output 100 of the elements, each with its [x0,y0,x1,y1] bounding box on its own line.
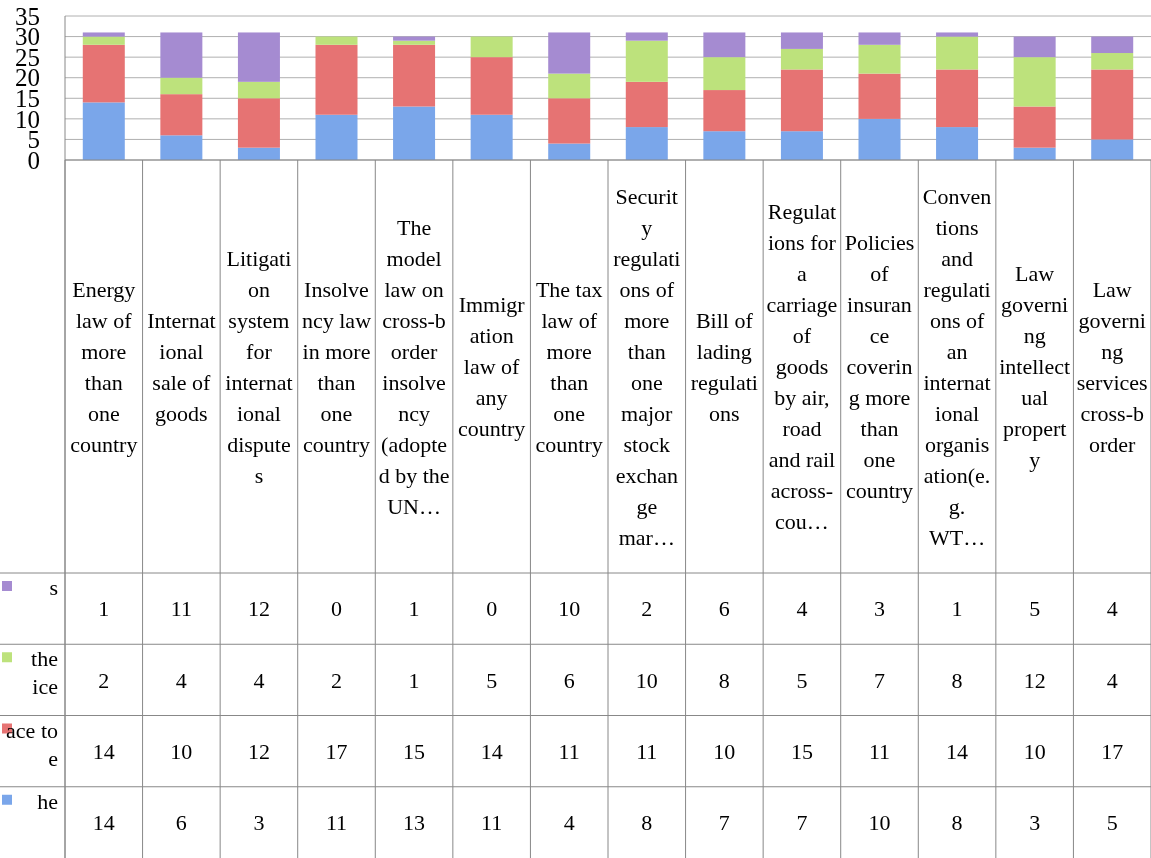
bar [703,90,746,132]
data-label: 7 [718,810,730,836]
x-tick-label: Litigation system for international disputes [225,245,293,488]
data-label: 11 [325,810,348,836]
x-tick-label: Bill of lading regulations [690,307,758,426]
bar [936,36,979,70]
legend-label: the ice [31,646,58,700]
bar [315,114,358,160]
data-label: 2 [331,667,342,693]
x-tick-label: Law governing intellectual property [999,261,1071,473]
data-label: 15 [790,738,813,764]
bar [703,131,746,160]
bar [780,32,823,49]
data-label: 10 [635,667,658,693]
x-tick-label: International sale of goods [147,307,216,426]
data-label: 4 [563,810,575,836]
data-label: 11 [481,810,503,836]
data-label: 10 [558,596,581,622]
data-label: 5 [1029,596,1041,622]
category-label: The model law on cross-border insolvency (adopted by the UN… [378,214,450,519]
bar [858,44,901,74]
data-label: 8 [951,810,963,836]
bar [780,48,823,70]
data-label: 1 [408,667,420,693]
bar [82,44,125,103]
data-label: 12 [247,738,270,764]
bar [703,32,746,58]
bar [160,77,203,95]
bar [548,98,591,144]
data-label: 4 [1106,667,1118,693]
bar [393,44,436,107]
data-label: 1 [951,596,963,622]
data-label: 10 [713,738,736,764]
data-label: 10 [868,810,891,836]
bar [470,36,513,58]
category-label: Policies of insurance covering more than one country [844,230,915,504]
bar [160,32,203,78]
bar [548,73,591,99]
bar [858,118,901,160]
bar [936,32,979,37]
category-label: Conventions and regulations of an international organisation(e.g. WT… [922,183,992,550]
category-label: Regulations for a carriage of goods by air, road and rail across-cou… [766,199,838,535]
data-label: 7 [874,667,885,693]
bar [160,94,203,136]
data-label: 1 [408,596,420,622]
data-label: 0 [486,596,498,622]
bar [1013,106,1056,148]
bar [1091,36,1134,54]
data-label: 2 [98,667,110,693]
data-label: 8 [718,667,730,693]
category-label: Security regulations of more than one major stock exchange mar… [613,183,681,550]
data-label: 5 [1106,810,1118,836]
data-label: 15 [403,738,426,764]
bar [315,36,358,45]
data-label: 6 [175,810,187,836]
data-label: 5 [796,667,808,693]
data-label: 14 [92,810,115,836]
bar [625,81,668,128]
data-label: 6 [563,667,575,693]
bar [625,40,668,82]
data-label: 17 [325,738,348,764]
data-label: 4 [1106,596,1118,622]
data-label: 4 [175,667,187,693]
bar [858,73,901,119]
data-label: 5 [486,667,498,693]
data-label: 6 [718,596,730,622]
bar [237,32,280,82]
data-label: 10 [170,738,193,764]
data-label: 14 [480,738,503,764]
data-label: 11 [170,596,192,622]
x-tick-label: Law governing services cross-border [1076,276,1148,457]
bar [315,44,358,115]
bar [703,57,746,91]
bar [160,135,203,160]
bar [1091,53,1134,70]
bar [858,32,901,45]
data-label: 17 [1101,738,1124,764]
bar [82,36,125,45]
data-label: 14 [92,738,115,764]
data-label: 2 [641,596,653,622]
bar [237,98,280,148]
bar [780,131,823,160]
data-label: 13 [403,810,426,836]
data-label: 1 [98,596,110,622]
data-label: 4 [253,667,265,693]
data-label: 0 [331,596,342,622]
data-label: 8 [951,667,963,693]
data-label: 14 [946,738,969,764]
bar [470,114,513,160]
bar [82,102,125,160]
legend-label: s [49,575,58,600]
bar [780,69,823,132]
data-label: 3 [253,810,265,836]
x-tick-label: Insolvency law in more than one country [301,276,372,457]
bar [936,69,979,128]
bar [1091,139,1134,160]
bar [548,32,591,74]
data-label: 11 [558,738,580,764]
x-tick-label: The tax law of more than one country [535,276,603,457]
bar [470,57,513,115]
